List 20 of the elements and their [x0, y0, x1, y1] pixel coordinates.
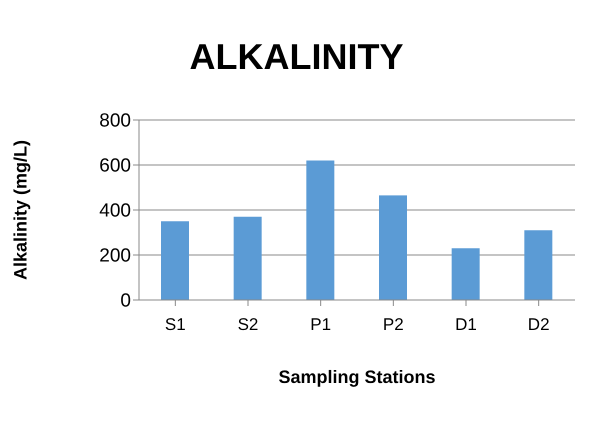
chart-title: ALKALINITY	[188, 36, 404, 78]
y-tick-label: 800	[99, 110, 131, 132]
x-tick-label: D1	[455, 315, 477, 334]
y-axis-title: Alkalinity (mg/L)	[10, 140, 30, 280]
bar	[234, 216, 262, 300]
bar	[161, 221, 189, 300]
x-tick-label: S1	[164, 315, 186, 334]
bar	[306, 160, 334, 300]
bar	[524, 230, 552, 300]
y-tick-label: 600	[99, 156, 131, 177]
y-tick-label: 0	[120, 290, 131, 312]
x-tick-label: P1	[310, 315, 332, 334]
y-tick-label: 400	[99, 200, 131, 222]
x-axis-title: Sampling Stations	[278, 366, 436, 387]
x-tick-label: P2	[382, 315, 404, 334]
x-tick-label: S2	[238, 315, 258, 334]
y-tick-label: 200	[99, 246, 131, 267]
x-tick-label: D2	[528, 315, 550, 334]
bar	[379, 195, 407, 300]
bar	[452, 248, 480, 300]
